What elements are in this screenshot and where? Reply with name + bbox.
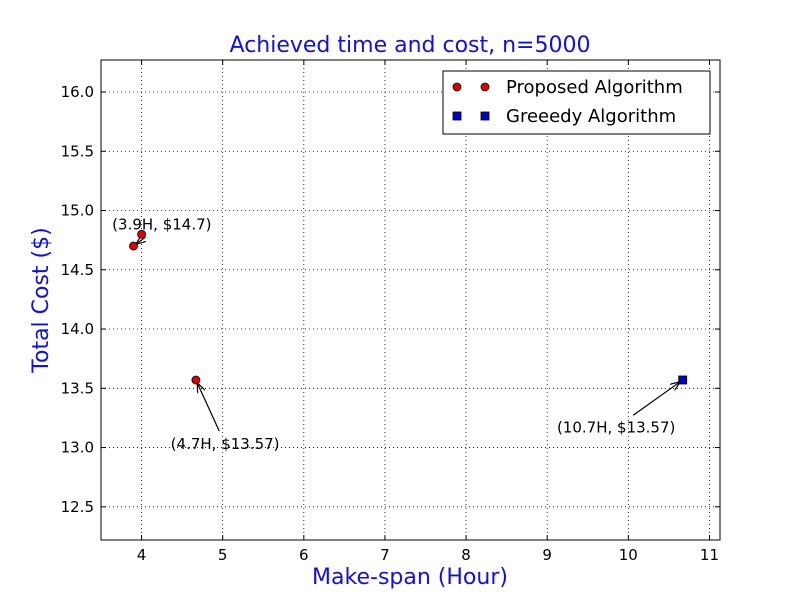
y-tick-label: 15.5 xyxy=(61,142,94,160)
axis-ticks: 4 5 6 7 8 9 10 11 12.5 13.0 13.5 14.0 14.5 15.0 15.5 16… xyxy=(61,60,720,564)
y-tick-label: 13.0 xyxy=(61,439,94,457)
data-point-circle xyxy=(191,375,201,385)
data-point-circle xyxy=(129,241,138,251)
annotation-label: (3.9H, $14.7) xyxy=(112,216,211,234)
legend-box xyxy=(442,70,711,135)
plot-frame xyxy=(100,59,721,541)
y-axis-label: Total Cost ($) xyxy=(29,227,54,373)
data-point-circle xyxy=(137,229,146,239)
annotation-arrow xyxy=(137,237,146,244)
legend: Proposed Algorithm Greeedy Algorithm xyxy=(442,70,711,135)
y-tick-label: 12.5 xyxy=(61,498,94,516)
annotation-label: (4.7H, $13.57) xyxy=(171,435,280,453)
x-axis-label: Make-span (Hour) xyxy=(312,565,508,590)
legend-marker xyxy=(480,82,490,92)
y-tick-label: 16.0 xyxy=(61,83,94,101)
annotation-arrow xyxy=(632,382,679,416)
x-tick-label: 8 xyxy=(461,546,471,564)
y-tick-label: 13.5 xyxy=(61,379,94,397)
y-tick-label: 14.5 xyxy=(61,261,94,279)
legend-marker xyxy=(452,111,462,121)
chart-title: Achieved time and cost, n=5000 xyxy=(230,33,591,58)
x-tick-label: 7 xyxy=(380,546,390,564)
x-tick-label: 11 xyxy=(700,546,719,564)
x-tick-label: 10 xyxy=(619,546,638,564)
legend-label: Greeedy Algorithm xyxy=(506,106,676,127)
legend-marker xyxy=(452,82,462,92)
legend-marker xyxy=(480,111,490,121)
y-tick-label: 15.0 xyxy=(61,202,94,220)
annotations: (3.9H, $14.7) (4.7H, $13.57) (10.7H, $13.5… xyxy=(112,216,679,453)
x-tick-label: 6 xyxy=(299,546,309,564)
data-point-square xyxy=(678,375,688,385)
data-marks xyxy=(129,229,688,385)
x-tick-label: 4 xyxy=(137,546,147,564)
x-tick-label: 9 xyxy=(542,546,552,564)
legend-label: Proposed Algorithm xyxy=(506,77,683,98)
annotation-arrow xyxy=(198,384,220,432)
x-tick-label: 5 xyxy=(218,546,228,564)
grid xyxy=(101,60,720,540)
y-tick-label: 14.0 xyxy=(61,320,94,338)
annotation-label: (10.7H, $13.57) xyxy=(557,418,675,436)
